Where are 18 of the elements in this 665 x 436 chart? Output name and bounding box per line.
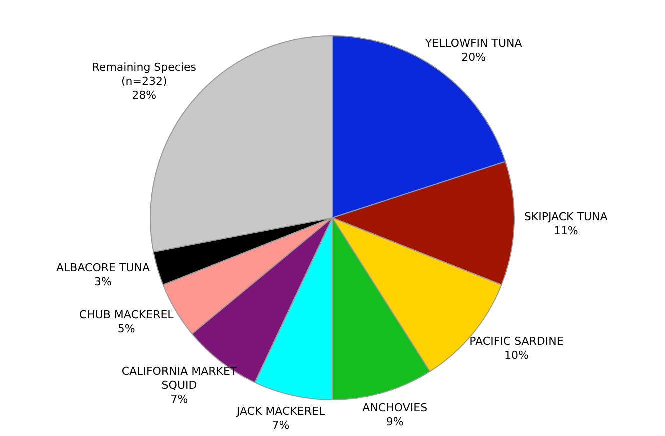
slice-label: CALIFORNIA MARKET SQUID [122,365,238,392]
data-label: 7% [272,418,290,432]
data-label: 7% [170,393,188,406]
data-label: 3% [94,275,112,288]
data-label: 9% [386,416,404,429]
slice-label: SKIPJACK TUNA [524,210,608,224]
slice-label: ALBACORE TUNA [56,261,150,274]
slice-label: YELLOWFIN TUNA [424,37,523,50]
slice-label: ANCHOVIES [362,402,428,415]
slice-label: CHUB MACKEREL [79,308,175,322]
data-label: 11% [554,224,578,238]
slice-label: JACK MACKEREL [236,404,326,418]
data-label: 5% [118,322,136,336]
slice-label: PACIFIC SARDINE [470,335,564,348]
data-label: 20% [462,51,486,64]
slice-label: Remaining Species (n=232) [92,61,197,88]
data-label: 28% [132,89,157,102]
data-label: 10% [504,349,529,362]
